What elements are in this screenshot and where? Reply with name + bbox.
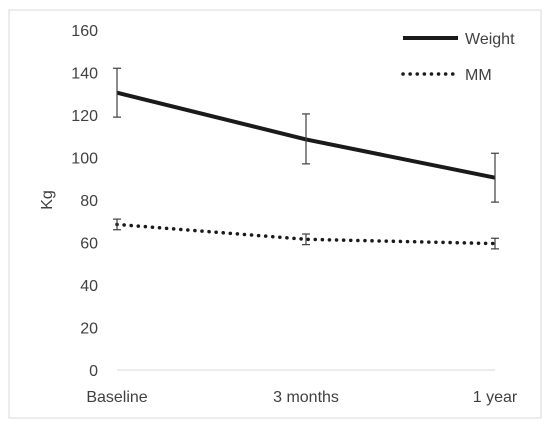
y-tick-label: 100: [71, 151, 98, 168]
error-bar-mm: [113, 218, 121, 231]
y-tick-label: 20: [80, 321, 98, 338]
y-tick-label: 60: [80, 236, 98, 253]
error-bar-mm: [302, 233, 310, 246]
y-tick-label: 40: [80, 278, 98, 295]
error-bar-weight: [113, 67, 121, 118]
y-tick-label: 140: [71, 66, 98, 83]
series-line-mm: [115, 222, 497, 246]
legend: Weight MM: [401, 31, 515, 84]
legend-label-weight: Weight: [465, 31, 515, 48]
error-bar-weight: [491, 152, 499, 203]
series-layer: [113, 67, 499, 250]
y-tick-label: 0: [89, 363, 98, 380]
y-tick-label: 80: [80, 193, 98, 210]
axis-layer: 0 20 40 60 80 100 120 140 160 Baseline 3 months 1 y…: [71, 23, 518, 406]
x-tick-label: Baseline: [86, 389, 147, 406]
chart-border: [8, 9, 542, 419]
x-tick-label: 1 year: [473, 389, 518, 406]
x-tick-label: 3 months: [273, 389, 339, 406]
y-tick-label: 120: [71, 108, 98, 125]
error-bar-mm: [491, 237, 499, 250]
y-tick-label: 160: [71, 23, 98, 40]
y-axis-title: Kg: [39, 190, 56, 210]
error-bar-weight: [302, 113, 310, 165]
legend-label-mm: MM: [465, 67, 492, 84]
